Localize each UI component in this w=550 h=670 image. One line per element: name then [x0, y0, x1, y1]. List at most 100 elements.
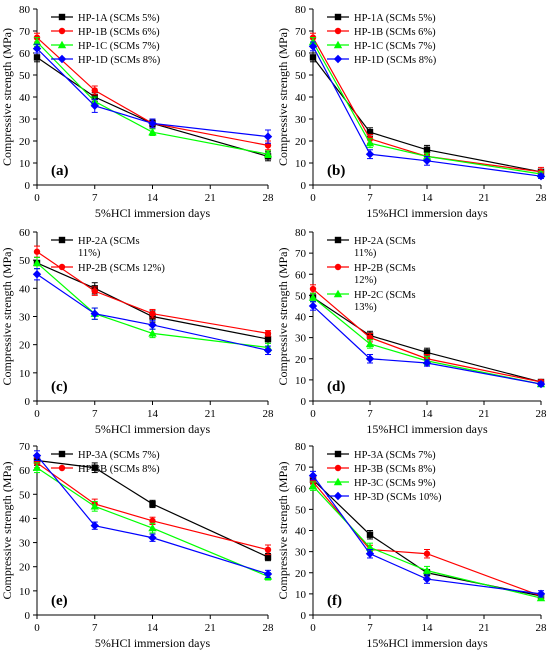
legend-label: 13%) — [354, 302, 377, 313]
y-tick-label: 20 — [19, 340, 31, 352]
x-tick-label: 14 — [422, 622, 434, 634]
x-tick-label: 21 — [479, 192, 490, 204]
x-tick-label: 0 — [34, 192, 40, 204]
data-point — [365, 339, 375, 348]
x-tick-label: 28 — [536, 408, 548, 420]
series-line — [36, 455, 269, 575]
data-point — [536, 379, 546, 389]
data-point — [308, 301, 318, 311]
y-tick-label: 10 — [19, 158, 31, 170]
x-tick-label: 21 — [479, 622, 490, 634]
data-point — [423, 550, 431, 557]
data-point — [263, 346, 273, 355]
x-tick-label: 28 — [263, 192, 275, 204]
x-tick-label: 28 — [263, 622, 275, 634]
y-tick-label: 20 — [295, 136, 307, 148]
x-tick-label: 14 — [422, 192, 434, 204]
data-point — [264, 142, 272, 149]
data-point — [263, 569, 273, 579]
data-point — [148, 533, 157, 542]
series-line — [312, 481, 542, 597]
legend-label: HP-3A (SCMs 7%) — [354, 450, 436, 461]
x-tick-label: 21 — [205, 622, 216, 634]
y-tick-label: 10 — [19, 368, 31, 380]
legend-marker — [57, 54, 67, 64]
y-axis-title: Compressive strength (MPa) — [276, 462, 290, 600]
data-point — [422, 566, 432, 574]
y-tick-label: 0 — [301, 180, 307, 192]
legend-label: HP-1C (SCMs 7%) — [354, 41, 436, 52]
data-point — [366, 531, 374, 538]
legend-label: HP-2C (SCMs — [354, 290, 416, 301]
data-point — [536, 589, 546, 599]
data-point — [365, 150, 375, 159]
y-axis-title: Compressive strength (MPa) — [276, 248, 290, 386]
data-point — [423, 349, 431, 356]
legend-label: HP-2A (SCMs — [354, 236, 416, 247]
y-tick-label: 20 — [295, 568, 307, 580]
data-point — [149, 310, 156, 317]
y-tick-label: 60 — [19, 465, 31, 477]
data-point — [423, 146, 431, 153]
series-line — [36, 48, 269, 138]
y-axis-title: Compressive strength (MPa) — [0, 28, 14, 166]
x-axis-title: 15%HCl immersion days — [366, 636, 488, 650]
chart-panel-3: 0 7 14 21 28 0 10 20 30 40 50 60 70 80 15%HCl immersio… — [276, 227, 547, 436]
series-line — [312, 296, 542, 383]
series-line — [36, 467, 269, 577]
data-point — [264, 335, 272, 343]
data-point — [32, 37, 42, 46]
x-tick-label: 0 — [310, 408, 316, 420]
x-tick-label: 14 — [147, 408, 159, 420]
data-point — [264, 330, 272, 337]
data-point — [90, 101, 99, 110]
legend-marker — [334, 464, 342, 472]
y-tick-label: 60 — [295, 48, 307, 60]
data-point — [32, 451, 42, 460]
x-tick-label: 21 — [479, 408, 490, 420]
legend-marker — [333, 477, 343, 486]
data-point — [32, 258, 42, 267]
legend-label: HP-1C (SCMs 7%) — [78, 41, 160, 52]
legend-label: HP-3D (SCMs 10%) — [354, 492, 442, 503]
x-axis-title: 15%HCl immersion days — [366, 422, 488, 436]
x-tick-label: 7 — [92, 622, 98, 634]
data-point — [148, 523, 157, 532]
x-tick-label: 28 — [536, 622, 548, 634]
data-point — [365, 354, 375, 363]
x-tick-label: 0 — [310, 192, 316, 204]
x-tick-label: 21 — [205, 192, 216, 204]
y-tick-label: 40 — [19, 283, 31, 295]
y-tick-label: 40 — [19, 513, 31, 525]
panel-label: (b) — [327, 163, 345, 179]
legend-marker — [333, 54, 343, 64]
legend-marker — [334, 450, 342, 458]
y-tick-label: 30 — [19, 114, 31, 126]
data-point — [422, 358, 432, 368]
legend-marker — [58, 13, 66, 21]
legend-label: 11%) — [354, 248, 377, 259]
legend-label: HP-1A (SCMs 5%) — [78, 13, 160, 24]
y-tick-label: 30 — [19, 538, 31, 550]
data-point — [536, 172, 546, 181]
x-tick-label: 7 — [92, 192, 98, 204]
chart-panel-0: 0 7 14 21 28 0 10 20 30 40 50 60 70 80 5%HCl immersion… — [0, 4, 274, 220]
data-point — [365, 139, 375, 147]
x-axis-title: 5%HCl immersion days — [95, 636, 211, 650]
data-point — [148, 320, 157, 330]
legend: HP-1A (SCMs 5%) HP-1B (SCMs 6%) HP-1C (SCM… — [327, 13, 437, 66]
x-tick-label: 14 — [147, 192, 159, 204]
panel-label: (c) — [51, 379, 68, 395]
panel-label: (e) — [51, 593, 68, 609]
data-point — [308, 293, 318, 301]
y-tick-label: 60 — [19, 48, 31, 60]
legend-label: HP-1A (SCMs 5%) — [354, 13, 436, 24]
x-tick-label: 0 — [34, 622, 40, 634]
y-tick-label: 80 — [295, 441, 307, 453]
y-tick-label: 50 — [295, 290, 307, 302]
y-tick-label: 70 — [295, 248, 307, 260]
data-point — [90, 521, 99, 530]
series-line — [312, 475, 542, 595]
y-tick-label: 30 — [295, 114, 307, 126]
